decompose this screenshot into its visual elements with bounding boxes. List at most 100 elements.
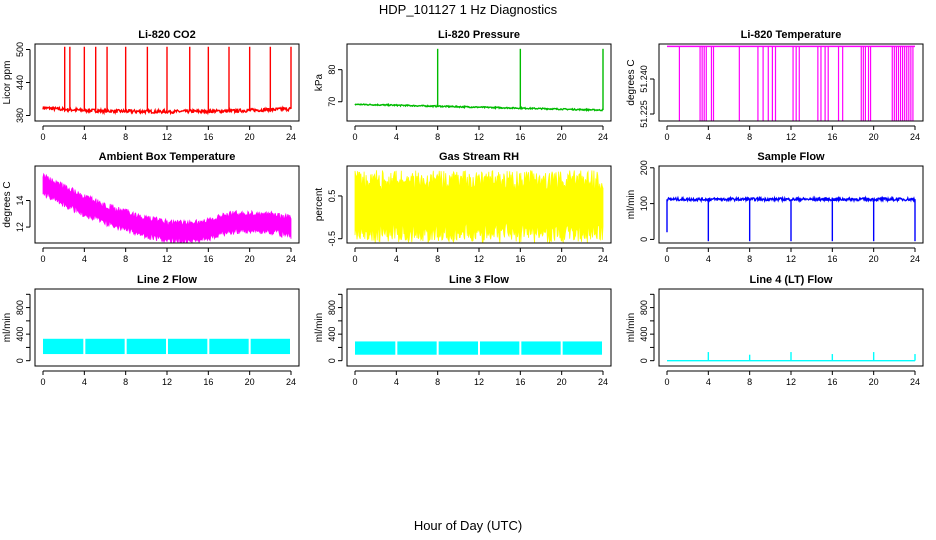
data-group — [42, 172, 292, 243]
flow-segment — [438, 341, 478, 355]
x-tick-label: 0 — [40, 254, 45, 264]
x-axis: 0 4 8 12 16 20 24 — [40, 370, 296, 387]
panel-8: Line 3 Flow ml/min 0 4 8 12 16 20 24 0 400 800 — [314, 274, 612, 387]
x-tick-label: 24 — [286, 132, 296, 142]
x-tick-label: 0 — [352, 254, 357, 264]
x-tick-label: 4 — [394, 254, 399, 264]
x-tick-label: 20 — [245, 254, 255, 264]
series-line — [354, 102, 604, 113]
x-axis-label: Hour of Day (UTC) — [413, 518, 523, 533]
flow-segment — [168, 338, 208, 355]
y-tick-label: 0 — [639, 237, 649, 242]
x-tick-label: 16 — [827, 254, 837, 264]
y-axis: 12 14 — [15, 196, 31, 232]
x-axis: 0 4 8 12 16 20 24 — [664, 370, 920, 387]
flow-segment — [85, 338, 125, 355]
x-tick-label: 16 — [203, 132, 213, 142]
x-tick-label: 24 — [598, 254, 608, 264]
y-axis-label: ml/min — [314, 313, 325, 342]
plot-frame — [658, 165, 924, 244]
x-axis: 0 4 8 12 16 20 24 — [664, 125, 920, 142]
x-tick-label: 16 — [827, 132, 837, 142]
data-group — [666, 195, 916, 242]
x-tick-label: 8 — [747, 254, 752, 264]
x-tick-label: 0 — [352, 377, 357, 387]
y-tick-label: 200 — [639, 160, 649, 175]
flow-segment — [480, 341, 520, 355]
y-axis-label: kPa — [314, 73, 325, 91]
y-tick-label: 51.225 — [639, 100, 649, 128]
panel-2: Li-820 Pressure kPa 0 4 8 12 16 20 24 70 80 — [314, 29, 612, 142]
x-tick-label: 12 — [474, 254, 484, 264]
y-tick-label: 500 — [15, 42, 25, 57]
x-tick-label: 4 — [394, 132, 399, 142]
y-tick-label: 0 — [639, 358, 649, 363]
y-axis-label: ml/min — [626, 313, 637, 342]
y-tick-label: 80 — [327, 65, 337, 75]
x-tick-label: 20 — [557, 254, 567, 264]
y-tick-label: 800 — [15, 300, 25, 315]
series-band — [354, 170, 604, 243]
panel-title: Li-820 Pressure — [438, 29, 520, 41]
x-tick-label: 4 — [82, 254, 87, 264]
panel-5: Gas Stream RH percent 0 4 8 12 16 20 24 -0.5 0.5 — [314, 151, 612, 264]
panel-title: Sample Flow — [757, 151, 825, 163]
y-tick-label: 800 — [327, 300, 337, 315]
plot-frame — [346, 288, 612, 367]
x-tick-label: 0 — [664, 132, 669, 142]
y-axis: 0 100 200 — [639, 160, 655, 242]
x-tick-label: 0 — [664, 254, 669, 264]
x-tick-label: 8 — [435, 254, 440, 264]
y-tick-label: -0.5 — [327, 231, 337, 247]
y-tick-label: 0 — [15, 358, 25, 363]
panel-7: Line 2 Flow ml/min 0 4 8 12 16 20 24 0 400 800 — [2, 274, 300, 387]
x-tick-label: 8 — [747, 132, 752, 142]
x-tick-label: 16 — [827, 377, 837, 387]
panel-6: Sample Flow ml/min 0 4 8 12 16 20 24 0 100 200 — [626, 151, 924, 264]
panel-title: Line 2 Flow — [137, 274, 197, 286]
x-tick-label: 16 — [515, 254, 525, 264]
x-tick-label: 12 — [474, 132, 484, 142]
x-tick-label: 24 — [598, 377, 608, 387]
x-tick-label: 4 — [82, 377, 87, 387]
data-group — [43, 338, 290, 355]
x-tick-label: 12 — [162, 377, 172, 387]
x-tick-label: 12 — [474, 377, 484, 387]
y-tick-label: 380 — [15, 108, 25, 123]
x-tick-label: 20 — [557, 132, 567, 142]
x-tick-label: 8 — [435, 132, 440, 142]
panel-3: Li-820 Temperature degrees C 0 4 8 12 16 20 24 51… — [626, 29, 924, 142]
series-band — [42, 172, 292, 243]
x-tick-label: 0 — [40, 377, 45, 387]
x-axis: 0 4 8 12 16 20 24 — [352, 247, 608, 264]
flow-segment — [43, 338, 84, 355]
x-tick-label: 8 — [123, 377, 128, 387]
panel-title: Li-820 CO2 — [138, 29, 195, 41]
y-tick-label: 440 — [15, 75, 25, 90]
x-tick-label: 16 — [203, 377, 213, 387]
y-axis: 0 400 800 — [639, 293, 655, 363]
flow-segment — [126, 338, 166, 355]
panel-9: Line 4 (LT) Flow ml/min 0 4 8 12 16 20 24 0 400 800 — [626, 274, 924, 387]
plot-frame — [658, 288, 924, 367]
x-tick-label: 16 — [203, 254, 213, 264]
x-tick-label: 4 — [82, 132, 87, 142]
x-tick-label: 4 — [706, 132, 711, 142]
flow-segment — [355, 341, 396, 355]
x-tick-label: 12 — [786, 254, 796, 264]
panel-4: Ambient Box Temperature degrees C 0 4 8 12 16 2… — [2, 151, 300, 264]
y-axis-label: ml/min — [626, 190, 637, 219]
y-tick-label: 800 — [639, 300, 649, 315]
x-axis: 0 4 8 12 16 20 24 — [352, 370, 608, 387]
data-group — [42, 46, 292, 116]
x-tick-label: 12 — [162, 254, 172, 264]
x-axis: 0 4 8 12 16 20 24 — [352, 125, 608, 142]
figure-title: HDP_101127 1 Hz Diagnostics — [378, 2, 558, 17]
y-axis: 0 400 800 — [327, 293, 343, 363]
x-tick-label: 20 — [245, 132, 255, 142]
y-tick-label: 0 — [327, 358, 337, 363]
y-axis-label: ml/min — [2, 313, 13, 342]
x-tick-label: 24 — [910, 377, 920, 387]
y-tick-label: 12 — [15, 222, 25, 232]
plot-frame — [34, 43, 300, 122]
